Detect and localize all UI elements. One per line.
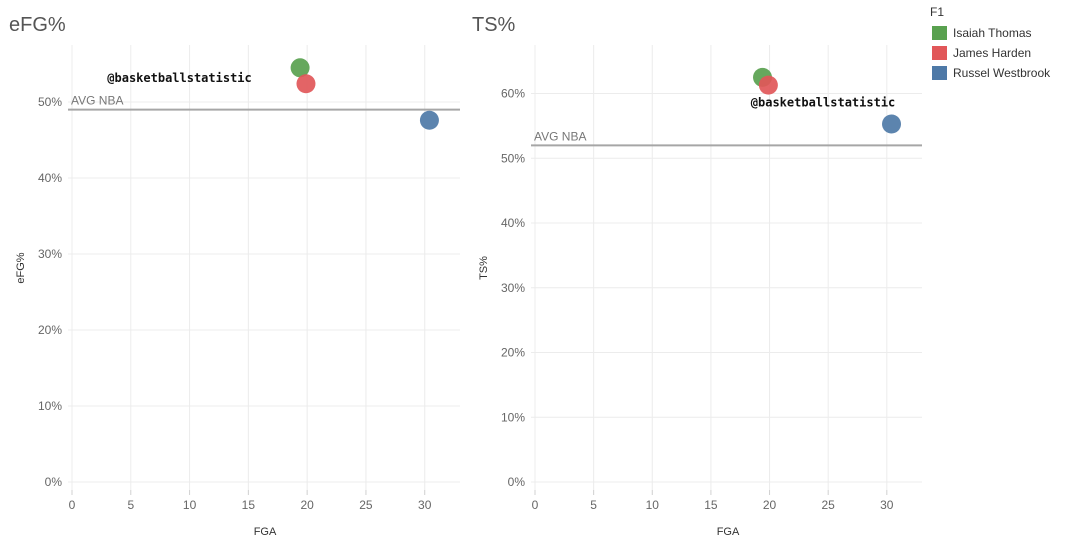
ts-y-axis-title: TS% [478,256,490,280]
efg-point-russel-westbrook[interactable] [419,110,439,130]
efg-point-james-harden[interactable] [296,74,316,94]
ts-chart-title: TS% [472,14,516,36]
ts-point-russel-westbrook[interactable] [882,114,902,134]
efg-gridlines [68,45,460,490]
ts-y-tick-label: 0% [508,475,526,489]
efg-y-tick-label: 50% [38,95,62,109]
ts-avg-nba-label: AVG NBA [534,129,586,143]
ts-x-axis-title: FGA [717,526,740,538]
efg-chart-title: eFG% [9,14,66,36]
efg-y-axis-title: eFG% [15,252,27,283]
efg-x-tick-label: 20 [300,498,314,512]
legend-swatch-james-harden[interactable] [932,46,947,60]
efg-x-tick-label: 30 [418,498,432,512]
ts-ticks: 0 5 10 15 20 25 30 0% 10% 20% 30% 40% 50% 60% [501,87,894,512]
ts-gridlines [531,45,922,490]
legend-label-russel-westbrook[interactable]: Russel Westbrook [953,66,1051,80]
efg-y-tick-label: 0% [45,475,63,489]
legend-swatch-russel-westbrook[interactable] [932,66,947,80]
ts-y-tick-label: 30% [501,281,525,295]
legend-title: F1 [930,5,944,19]
legend-swatch-isaiah-thomas[interactable] [932,26,947,40]
ts-watermark: @basketballstatistic [751,96,896,110]
ts-x-tick-label: 5 [590,498,597,512]
efg-x-tick-label: 5 [127,498,134,512]
efg-y-tick-label: 10% [38,399,62,413]
efg-y-tick-label: 30% [38,247,62,261]
ts-y-tick-label: 20% [501,346,525,360]
ts-x-tick-label: 10 [646,498,660,512]
ts-points [753,67,902,134]
efg-x-tick-label: 15 [242,498,256,512]
efg-y-tick-label: 20% [38,323,62,337]
legend-label-james-harden[interactable]: James Harden [953,46,1031,60]
legend: F1 Isaiah Thomas James Harden Russel Westb… [930,5,1051,80]
ts-y-tick-label: 10% [501,410,525,424]
ts-x-tick-label: 25 [822,498,836,512]
ts-point-james-harden[interactable] [758,75,778,95]
legend-items: Isaiah Thomas James Harden Russel Westbroo… [932,26,1051,80]
efg-y-tick-label: 40% [38,171,62,185]
efg-avg-nba-label: AVG NBA [71,94,123,108]
efg-x-axis-title: FGA [254,526,277,538]
ts-x-tick-label: 30 [880,498,894,512]
ts-x-tick-label: 15 [704,498,718,512]
efg-reference: AVG NBA [68,94,460,111]
efg-x-tick-label: 10 [183,498,197,512]
efg-points [290,58,439,130]
ts-x-tick-label: 0 [532,498,539,512]
ts-reference: AVG NBA [531,129,922,147]
efg-x-tick-label: 25 [359,498,373,512]
ts-y-tick-label: 60% [501,87,525,101]
efg-x-tick-label: 0 [69,498,76,512]
efg-chart: eFG% AVG NBA 0 5 10 15 20 25 30 0% 10% 20% 30% 40% 5… [9,14,460,538]
efg-point-isaiah-thomas[interactable] [290,58,310,78]
ts-y-tick-label: 40% [501,216,525,230]
efg-watermark: @basketballstatistic [107,71,252,85]
ts-chart: TS% AVG NBA 0 5 10 15 20 25 30 0% 10% 20% 30% 40% 50… [472,14,922,538]
ts-y-tick-label: 50% [501,151,525,165]
efg-ticks: 0 5 10 15 20 25 30 0% 10% 20% 30% 40% 50% [38,95,432,512]
ts-x-tick-label: 20 [763,498,777,512]
legend-label-isaiah-thomas[interactable]: Isaiah Thomas [953,26,1032,40]
